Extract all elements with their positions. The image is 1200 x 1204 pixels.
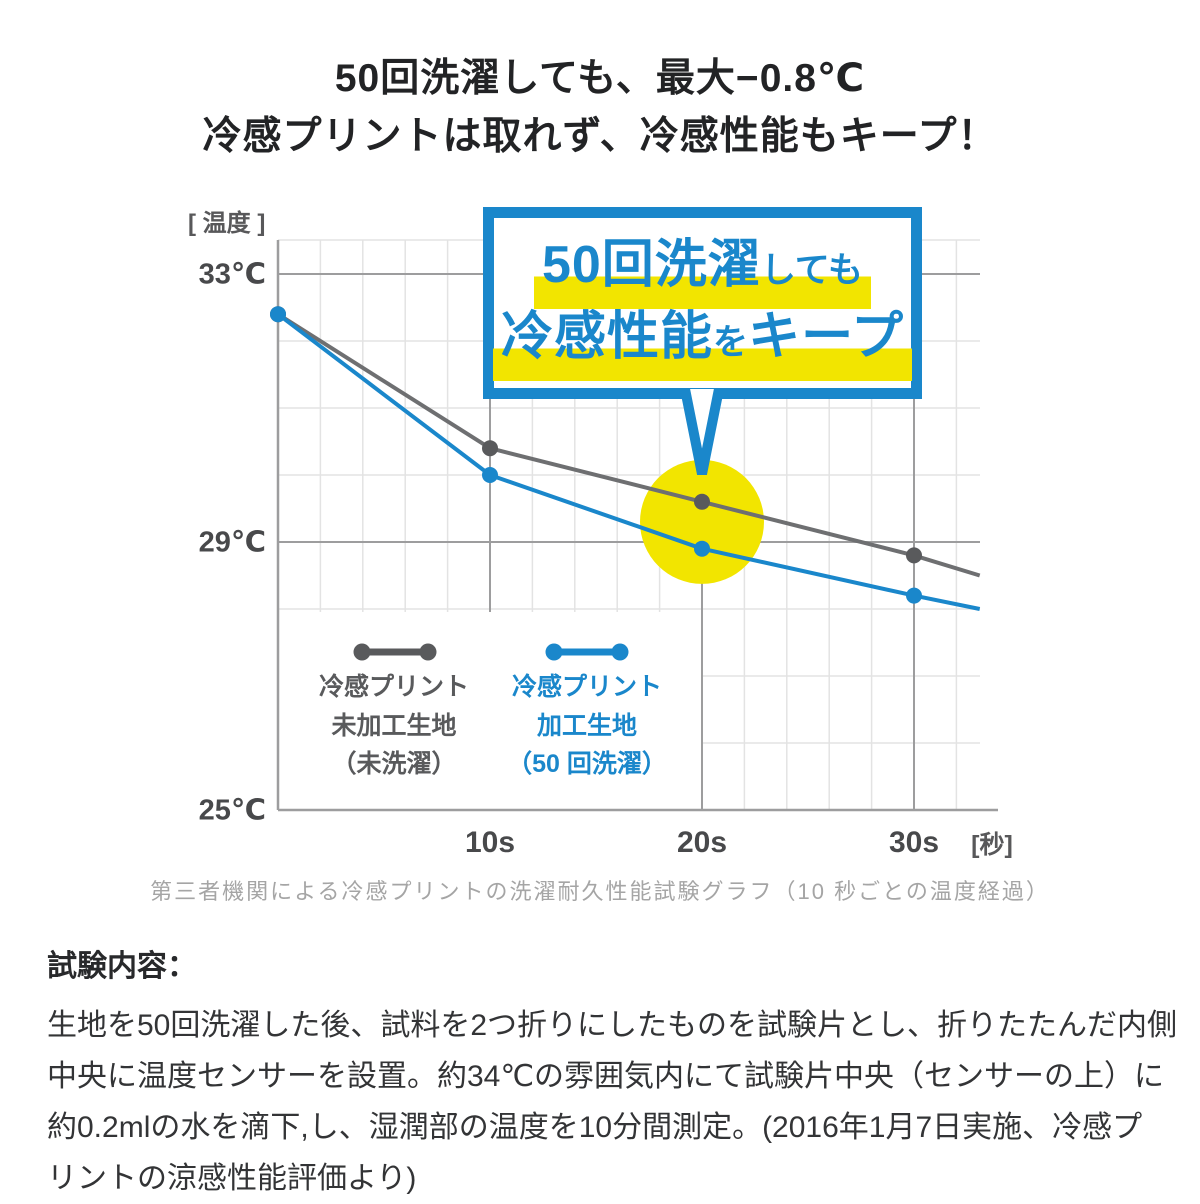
title-line-1: 50回洗濯しても、最大−0.8℃ [334, 57, 866, 100]
data-point [694, 540, 710, 557]
test-description: 試験内容： 生地を50回洗濯した後、試料を2つ折りにしたものを試験片とし、折りた… [47, 941, 1177, 1204]
test-description-line: 生地を50回洗濯した後、試料を2つ折りにしたものを試験片とし、折りたたんだ内側 [47, 1009, 1178, 1042]
test-description-heading: 試験内容： [47, 950, 197, 983]
axes [276, 240, 998, 812]
series-treated [270, 306, 981, 611]
data-point [482, 467, 498, 483]
legend-item-untreated: 冷感プリント 未加工生地 （未洗濯） [318, 673, 469, 778]
data-point [906, 587, 922, 604]
y-tick-25: 25℃ [198, 794, 266, 827]
data-point [482, 440, 498, 457]
test-description-line: リントの涼感性能評価より) [47, 1162, 417, 1195]
test-description-line: 約0.2mlの水を滴下,し、湿潤部の温度を10分間測定。(2016年1月7日実施… [47, 1111, 1143, 1144]
test-description-line: 中央に温度センサーを設置。約34℃の雰囲気内にて試験片中央（センサーの上）に [47, 1060, 1165, 1093]
callout-tail [680, 388, 724, 475]
y-axis-unit-label: [ 温度 ] [188, 210, 266, 237]
title-line-2: 冷感プリントは取れず、冷感性能もキープ！ [202, 115, 998, 158]
page-title: 50回洗濯しても、最大−0.8℃ 冷感プリントは取れず、冷感性能もキープ！ [0, 50, 1200, 166]
callout-line-1: 50回洗濯しても [483, 229, 922, 314]
highlight-circle [640, 459, 764, 584]
legend-item-treated: 冷感プリント 加工生地 （50 回洗濯） [507, 673, 667, 778]
chart-caption: 第三者機関による冷感プリントの洗濯耐久性能試験グラフ（10 秒ごとの温度経過） [150, 879, 1050, 904]
callout-highlight-1: 50回洗濯しても [533, 229, 872, 314]
x-tick-10s: 10s [464, 826, 516, 859]
data-point [270, 306, 286, 323]
legend-marker [353, 643, 437, 661]
legend-marker [545, 643, 629, 661]
x-tick-30s: 30s [888, 826, 940, 859]
callout-line-2: 冷感性能をキープ [483, 301, 922, 386]
data-point [694, 493, 710, 510]
callout-highlight-2: 冷感性能をキープ [493, 301, 912, 386]
x-axis-unit-label: [秒] [971, 831, 1013, 859]
y-tick-29: 29℃ [198, 526, 266, 559]
x-tick-20s: 20s [676, 826, 728, 859]
legend-panel [279, 612, 701, 809]
y-tick-33: 33℃ [198, 258, 266, 291]
data-point [906, 547, 922, 564]
callout-text: 50回洗濯しても 冷感性能をキープ [483, 229, 922, 386]
